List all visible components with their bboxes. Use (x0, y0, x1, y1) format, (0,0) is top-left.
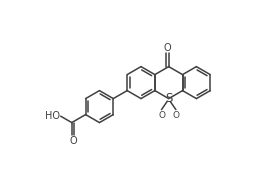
Text: S: S (165, 92, 172, 105)
Text: O: O (164, 43, 171, 53)
Text: O: O (172, 111, 179, 120)
Text: O: O (69, 136, 77, 146)
Text: O: O (158, 111, 165, 120)
Text: HO: HO (45, 111, 60, 121)
